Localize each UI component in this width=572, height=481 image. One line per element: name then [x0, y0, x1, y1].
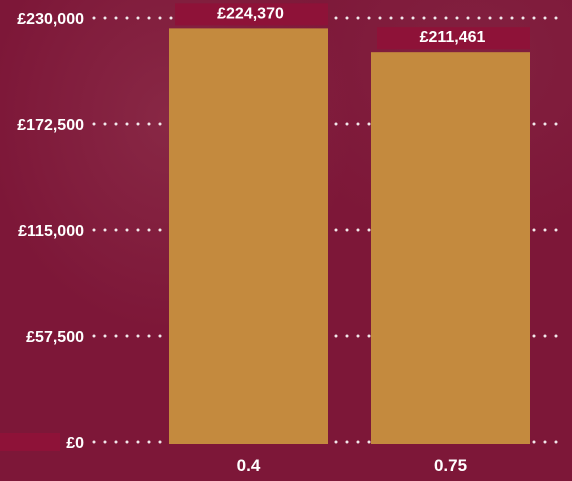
x-axis-ticks: 0.4 0.75 — [237, 456, 467, 475]
y-tick-label: £230,000 — [17, 11, 84, 28]
y-tick-label: £115,000 — [18, 223, 84, 240]
bar-value-box — [175, 3, 328, 26]
zero-label-box — [0, 433, 60, 451]
bar — [371, 52, 530, 445]
x-tick-label: 0.4 — [237, 456, 261, 475]
y-tick-label: £172,500 — [17, 117, 84, 134]
y-tick-label: £0 — [66, 435, 84, 452]
y-tick-label: £57,500 — [26, 329, 84, 346]
bars: £224,370 £211,461 — [169, 3, 530, 445]
bar — [169, 28, 328, 444]
bar-value-box — [377, 27, 530, 50]
y-axis-ticks: £0 £57,500 £115,000 £172,500 £230,000 — [0, 11, 84, 452]
x-tick-label: 0.75 — [434, 456, 467, 475]
bar-value-label: £224,370 — [217, 5, 284, 22]
bar-value-label: £211,461 — [420, 29, 486, 46]
